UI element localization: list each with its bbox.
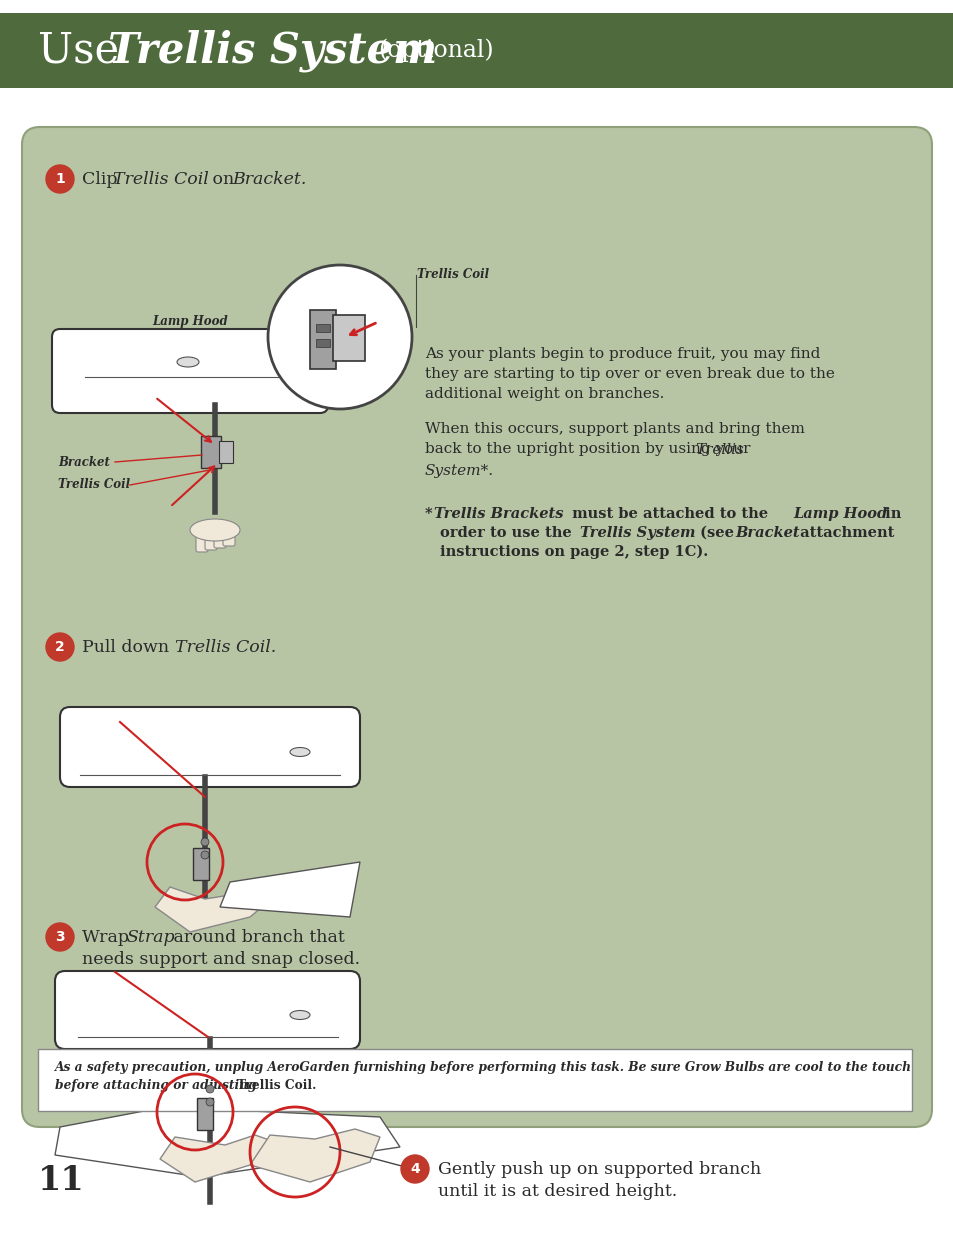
- Bar: [0, 14, 953, 88]
- Ellipse shape: [190, 519, 240, 541]
- FancyBboxPatch shape: [315, 338, 330, 347]
- Text: As your plants begin to produce fruit, you may find
they are starting to tip ove: As your plants begin to produce fruit, y…: [424, 347, 834, 401]
- Text: Strap: Strap: [127, 929, 175, 946]
- Text: in: in: [879, 508, 901, 521]
- Text: System*.: System*.: [424, 464, 494, 478]
- Text: Bracket.: Bracket.: [232, 170, 306, 188]
- Circle shape: [206, 1086, 213, 1093]
- FancyBboxPatch shape: [333, 315, 365, 361]
- Circle shape: [268, 266, 412, 409]
- Text: When this occurs, support plants and bring them
back to the upright position by : When this occurs, support plants and bri…: [424, 422, 804, 456]
- Text: Bracket: Bracket: [58, 456, 110, 468]
- Text: Clip: Clip: [82, 170, 123, 188]
- Text: Trellis Coil: Trellis Coil: [112, 170, 209, 188]
- Text: until it is at desired height.: until it is at desired height.: [437, 1182, 677, 1199]
- Text: *: *: [424, 508, 432, 521]
- Text: Gently push up on supported branch: Gently push up on supported branch: [437, 1161, 760, 1177]
- Text: Trellis Coil.: Trellis Coil.: [174, 638, 276, 656]
- Text: 11: 11: [38, 1163, 85, 1197]
- Text: Trellis Brackets: Trellis Brackets: [434, 508, 563, 521]
- Text: 1: 1: [55, 172, 65, 186]
- Ellipse shape: [290, 1010, 310, 1020]
- Text: Trellis: Trellis: [695, 443, 743, 457]
- Text: 3: 3: [55, 930, 65, 944]
- Text: 4: 4: [410, 1162, 419, 1176]
- Text: Trellis Coil: Trellis Coil: [416, 268, 489, 282]
- Polygon shape: [250, 1129, 379, 1182]
- FancyBboxPatch shape: [193, 848, 209, 881]
- Polygon shape: [160, 1135, 274, 1182]
- Text: Lamp Hood: Lamp Hood: [792, 508, 886, 521]
- FancyBboxPatch shape: [219, 441, 233, 463]
- Circle shape: [46, 634, 74, 661]
- FancyBboxPatch shape: [55, 971, 359, 1049]
- Polygon shape: [154, 882, 280, 932]
- FancyBboxPatch shape: [310, 310, 335, 369]
- Text: Lamp Hood: Lamp Hood: [152, 315, 228, 329]
- Circle shape: [201, 839, 209, 846]
- FancyBboxPatch shape: [315, 324, 330, 332]
- FancyBboxPatch shape: [201, 436, 221, 468]
- Text: on: on: [207, 170, 239, 188]
- FancyBboxPatch shape: [223, 522, 234, 546]
- Text: 2: 2: [55, 640, 65, 655]
- Text: (see: (see: [695, 526, 739, 540]
- Polygon shape: [220, 862, 359, 918]
- Circle shape: [201, 851, 209, 860]
- Text: before attaching or adjusting: before attaching or adjusting: [55, 1079, 260, 1092]
- Text: Wrap: Wrap: [82, 929, 134, 946]
- Text: Use: Use: [38, 30, 132, 72]
- FancyBboxPatch shape: [60, 706, 359, 787]
- Polygon shape: [55, 1107, 399, 1177]
- Circle shape: [46, 165, 74, 193]
- Ellipse shape: [177, 357, 199, 367]
- Ellipse shape: [290, 747, 310, 757]
- Text: instructions on page 2, step 1C).: instructions on page 2, step 1C).: [439, 545, 707, 559]
- Circle shape: [206, 1098, 213, 1107]
- Text: Trellis System: Trellis System: [108, 30, 436, 72]
- Text: As a safety precaution, unplug AeroGarden furnishing before performing this task: As a safety precaution, unplug AeroGarde…: [55, 1061, 911, 1074]
- Text: Trellis Coil.: Trellis Coil.: [236, 1079, 316, 1092]
- Text: around branch that: around branch that: [168, 929, 344, 946]
- FancyBboxPatch shape: [195, 522, 208, 552]
- Text: Pull down: Pull down: [82, 638, 174, 656]
- FancyBboxPatch shape: [205, 522, 216, 550]
- FancyBboxPatch shape: [22, 127, 931, 1128]
- Text: attachment: attachment: [794, 526, 893, 540]
- FancyBboxPatch shape: [213, 522, 226, 548]
- Text: must be attached to the: must be attached to the: [566, 508, 773, 521]
- Text: order to use the: order to use the: [439, 526, 577, 540]
- FancyBboxPatch shape: [52, 329, 328, 412]
- Circle shape: [46, 923, 74, 951]
- FancyBboxPatch shape: [196, 1098, 213, 1130]
- Text: needs support and snap closed.: needs support and snap closed.: [82, 951, 359, 967]
- Circle shape: [400, 1155, 429, 1183]
- Text: Bracket: Bracket: [734, 526, 799, 540]
- FancyBboxPatch shape: [38, 1049, 911, 1112]
- Text: Trellis Coil: Trellis Coil: [58, 478, 130, 492]
- Text: (optional): (optional): [377, 38, 493, 62]
- Text: Trellis System: Trellis System: [579, 526, 695, 540]
